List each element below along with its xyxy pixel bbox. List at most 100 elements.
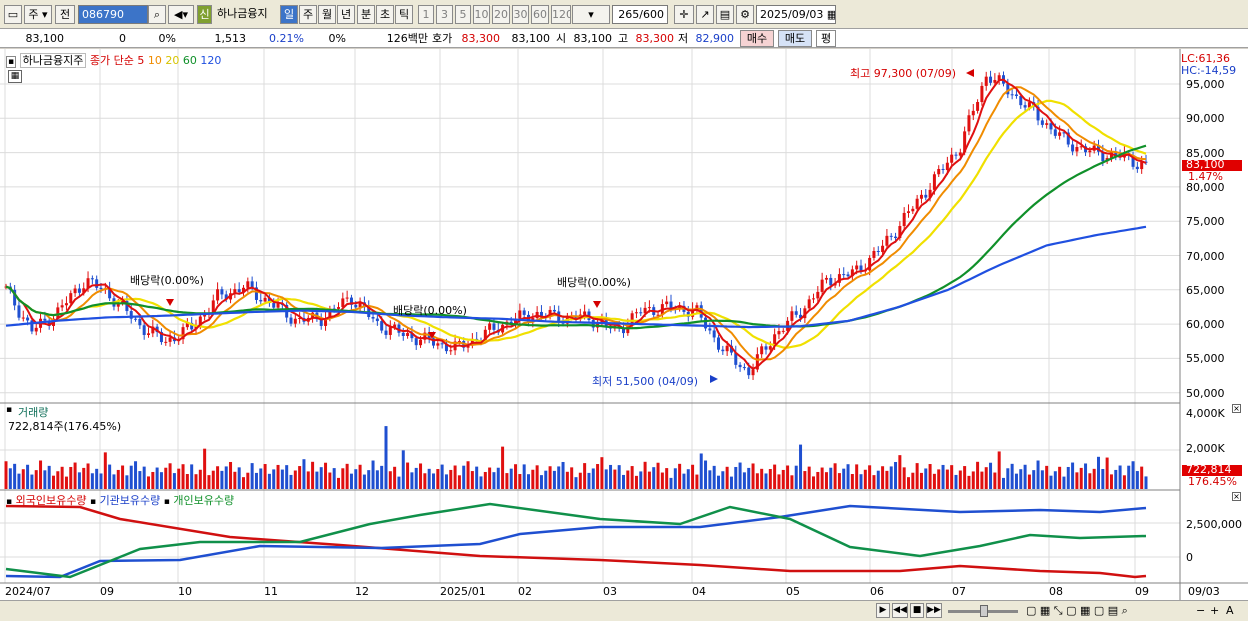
crosshair-icon[interactable]: ✛	[674, 5, 694, 24]
interval-1-button[interactable]: 1	[418, 5, 434, 24]
legend-box-icon[interactable]: ▪	[6, 56, 17, 68]
period-1-button[interactable]: 주	[299, 5, 317, 24]
volume-bar-253	[1097, 456, 1100, 489]
font-size-icon[interactable]: A	[1226, 604, 1234, 617]
gear-icon[interactable]: ⚙	[736, 5, 754, 24]
candle-261	[1131, 155, 1135, 167]
sell-button[interactable]: 매도	[778, 30, 812, 47]
candle-237	[1027, 102, 1031, 108]
volume-bar-75	[328, 472, 332, 489]
volume-bar-112	[488, 467, 492, 489]
x-tick-2: 10	[178, 585, 192, 598]
candle-228	[989, 76, 993, 83]
x-tick-6: 02	[518, 585, 532, 598]
interval-60-button[interactable]: 60	[531, 5, 549, 24]
stock-code-input[interactable]: 086790	[78, 5, 148, 24]
market-select[interactable]: 주 ▾	[24, 5, 52, 24]
interval-3-button[interactable]: 3	[436, 5, 453, 24]
prev-button[interactable]: 전	[55, 5, 75, 24]
volume-bar-202	[876, 470, 880, 489]
candle-28	[125, 300, 129, 312]
price-legend: ▪ 하나금융지주 종가 단순 5 10 20 60 120	[6, 52, 221, 68]
volume-bar-144	[626, 470, 630, 489]
volume-bar-214	[928, 464, 932, 489]
holder-legend-icon-2[interactable]: ▪	[89, 497, 97, 507]
volume-bar-179	[777, 474, 781, 489]
volume-bar-139	[604, 469, 608, 489]
candle-54	[237, 289, 241, 293]
rewind-icon[interactable]: ◀◀	[892, 603, 908, 618]
count-input[interactable]: 265/600	[612, 5, 668, 24]
zoom-in-icon[interactable]: +	[1210, 604, 1220, 617]
candle-156	[678, 305, 682, 309]
volume-bar-260	[1127, 465, 1131, 489]
interval-30-button[interactable]: 30	[512, 5, 529, 24]
period-4-button[interactable]: 분	[357, 5, 375, 24]
zoom-slider-handle[interactable]	[980, 605, 988, 617]
candle-5	[26, 317, 30, 321]
holder-legend-icon-1[interactable]: ▪	[6, 497, 13, 507]
interval-10-button[interactable]: 10	[473, 5, 490, 24]
candle-2	[13, 289, 17, 306]
volume-bar-106	[462, 465, 466, 489]
sound-icon[interactable]: ◀▾	[168, 5, 194, 24]
volume-bar-184	[799, 444, 803, 489]
candle-102	[444, 343, 448, 352]
stop-icon[interactable]: ■	[910, 603, 924, 618]
volume-bar-208	[902, 467, 906, 489]
candle-214	[928, 189, 932, 198]
period-2-button[interactable]: 월	[318, 5, 336, 24]
eval-button[interactable]: 평	[816, 30, 836, 47]
period-5-button[interactable]: 초	[376, 5, 394, 24]
interval-20-button[interactable]: 20	[492, 5, 510, 24]
scroll-right-icon[interactable]: ▶	[876, 603, 890, 618]
interval-120-button[interactable]: 120	[551, 5, 571, 24]
search-icon[interactable]: ⌕	[148, 5, 166, 24]
ma120-line	[5, 225, 1147, 329]
candle-203	[881, 245, 885, 252]
candle-134	[583, 311, 587, 315]
candle-143	[622, 328, 625, 334]
chart-canvas[interactable]	[0, 49, 1248, 600]
x-axis-right: 09/03	[1188, 585, 1220, 598]
candle-213	[924, 194, 928, 198]
volume-panel-icon[interactable]: ▪	[6, 405, 13, 415]
low-label: 저	[678, 32, 689, 45]
forward-icon[interactable]: ▶▶	[926, 603, 942, 618]
chart-area[interactable]: ▪ 하나금융지주 종가 단순 5 10 20 60 120 ▦ LC:61,36…	[0, 49, 1248, 600]
date-input[interactable]: 2025/09/03 ▦	[756, 5, 836, 24]
quote-change-pct: 0%	[158, 32, 176, 45]
volume-bar-160	[695, 474, 699, 489]
interval-5-button[interactable]: 5	[455, 5, 471, 24]
candle-185	[803, 308, 807, 319]
period-0-button[interactable]: 일	[280, 5, 298, 24]
volume-bar-13	[60, 466, 64, 489]
buy-button[interactable]: 매수	[740, 30, 774, 47]
calculator-icon[interactable]: ▦	[8, 70, 22, 83]
save-icon[interactable]: ▤	[716, 5, 734, 24]
interval-select[interactable]: ▾	[572, 5, 610, 24]
volume-bar-120	[522, 464, 526, 489]
volume-bar-131	[570, 467, 574, 489]
candle-36	[159, 332, 163, 343]
candle-215	[932, 174, 936, 190]
volume-bar-158	[686, 469, 690, 489]
window-menu-icon[interactable]: ▭	[4, 5, 22, 24]
volume-tick-2: 2,000K	[1186, 442, 1225, 455]
volume-bar-229	[993, 472, 997, 489]
layout-icons[interactable]: ▢ ▦ ⤡ ▢ ▦ ▢ ▤ ⌕	[1026, 604, 1128, 617]
holder-close-icon[interactable]: ×	[1232, 492, 1241, 501]
volume-close-icon[interactable]: ×	[1232, 404, 1241, 413]
period-3-button[interactable]: 년	[337, 5, 355, 24]
volume-bar-193	[837, 473, 841, 489]
candle-200	[868, 257, 872, 271]
volume-bar-254	[1101, 469, 1105, 489]
volume-bar-95	[414, 467, 418, 489]
period-6-button[interactable]: 틱	[395, 5, 413, 24]
zoom-out-icon[interactable]: −	[1196, 604, 1206, 617]
volume-bar-249	[1079, 467, 1083, 489]
draw-icon[interactable]: ↗	[696, 5, 714, 24]
holder-legend-icon-3[interactable]: ▪	[163, 497, 170, 507]
volume-bar-152	[660, 472, 664, 489]
price-tick-9: 50,000	[1186, 386, 1225, 400]
